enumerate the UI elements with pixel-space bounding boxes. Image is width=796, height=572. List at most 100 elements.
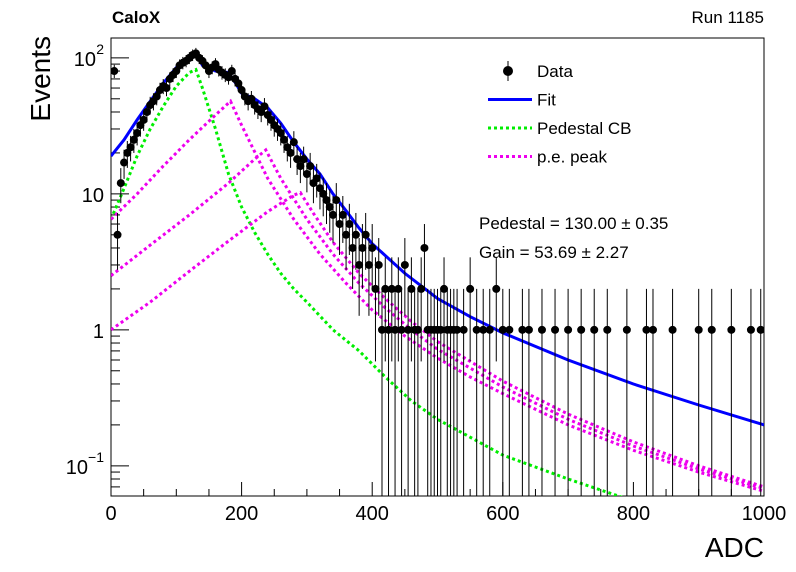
data-marker xyxy=(642,325,651,334)
data-marker xyxy=(322,196,331,205)
data-point xyxy=(440,257,449,362)
data-marker xyxy=(479,325,488,334)
data-marker xyxy=(498,325,507,334)
data-marker xyxy=(377,325,386,334)
data-point xyxy=(322,183,331,225)
data-marker xyxy=(551,325,560,334)
legend-label: Pedestal CB xyxy=(537,119,632,138)
data-point xyxy=(417,257,426,362)
data-marker xyxy=(312,174,321,183)
pedestal-annotation: Pedestal = 130.00 ± 0.35 xyxy=(479,214,668,233)
data-point xyxy=(394,257,403,362)
data-point xyxy=(756,288,764,496)
x-tick-label: 600 xyxy=(486,503,519,525)
data-marker xyxy=(404,325,413,334)
data-marker xyxy=(397,325,406,334)
data-marker xyxy=(394,284,403,293)
data-marker xyxy=(116,179,125,188)
legend-label: Fit xyxy=(537,91,556,110)
data-marker xyxy=(400,260,409,269)
data-marker xyxy=(276,129,285,138)
data-point xyxy=(374,238,383,316)
data-point xyxy=(603,288,612,496)
y-tick-label: −110 xyxy=(66,449,104,479)
data-point xyxy=(371,257,380,362)
data-marker xyxy=(459,325,468,334)
data-point xyxy=(518,288,527,496)
data-marker xyxy=(348,243,357,252)
data-point xyxy=(312,163,321,198)
data-marker xyxy=(126,143,135,152)
data-marker xyxy=(492,284,501,293)
data-point xyxy=(404,288,413,496)
data-marker xyxy=(472,325,481,334)
data-marker xyxy=(152,92,161,101)
data-marker xyxy=(351,230,360,239)
data-point xyxy=(355,238,364,316)
data-marker xyxy=(537,325,546,334)
x-tick-label: 0 xyxy=(105,503,116,525)
data-points xyxy=(111,47,764,496)
data-point xyxy=(364,238,373,316)
data-marker xyxy=(374,260,383,269)
data-point xyxy=(648,288,657,496)
data-marker xyxy=(371,284,380,293)
data-point xyxy=(492,257,501,362)
data-marker xyxy=(707,325,716,334)
data-marker xyxy=(407,284,416,293)
data-marker xyxy=(564,325,573,334)
data-point xyxy=(590,288,599,496)
y-tick-exponent: 2 xyxy=(96,41,104,57)
legend-entry: p.e. peak xyxy=(488,148,607,167)
data-marker xyxy=(247,94,256,103)
data-marker xyxy=(227,67,236,76)
data-point xyxy=(332,183,341,225)
data-point xyxy=(498,288,507,496)
data-marker xyxy=(622,325,631,334)
data-point xyxy=(162,80,171,97)
data-marker xyxy=(453,325,462,334)
y-tick-exponent: −1 xyxy=(88,449,104,465)
data-marker xyxy=(335,220,344,229)
y-tick-base: 1 xyxy=(93,321,104,343)
x-tick-label: 1000 xyxy=(742,503,787,525)
gain-annotation: Gain = 53.69 ± 2.27 xyxy=(479,243,629,262)
legend-entry: Fit xyxy=(488,91,556,110)
data-marker xyxy=(139,115,148,124)
data-marker xyxy=(345,220,354,229)
data-point xyxy=(622,288,631,496)
data-point xyxy=(289,131,298,156)
data-point xyxy=(551,288,560,496)
data-marker xyxy=(355,260,364,269)
data-point xyxy=(329,195,338,243)
data-marker xyxy=(518,325,527,334)
data-marker xyxy=(280,135,289,144)
data-marker xyxy=(260,102,269,111)
data-marker xyxy=(361,230,370,239)
data-point xyxy=(397,288,406,496)
data-point xyxy=(381,257,390,362)
data-point xyxy=(453,288,462,496)
data-point xyxy=(479,288,488,496)
data-point xyxy=(564,288,573,496)
data-marker xyxy=(590,325,599,334)
data-marker xyxy=(302,169,311,178)
data-marker xyxy=(296,162,305,171)
legend-label: p.e. peak xyxy=(537,148,607,167)
x-axis: 0 200 400 600 800 1000 xyxy=(105,482,786,525)
data-point xyxy=(707,288,716,496)
y-axis-label: Events xyxy=(25,36,56,122)
data-marker xyxy=(234,79,243,88)
data-marker xyxy=(524,325,533,334)
data-marker xyxy=(384,325,393,334)
y-tick-label: 1 xyxy=(93,321,104,343)
data-point xyxy=(413,288,422,496)
series-pedestal-cb xyxy=(111,67,624,496)
data-marker xyxy=(358,243,367,252)
data-marker xyxy=(319,189,328,198)
data-marker xyxy=(387,284,396,293)
data-point xyxy=(537,288,546,496)
data-marker xyxy=(368,243,377,252)
y-tick-base: 10 xyxy=(82,185,104,207)
